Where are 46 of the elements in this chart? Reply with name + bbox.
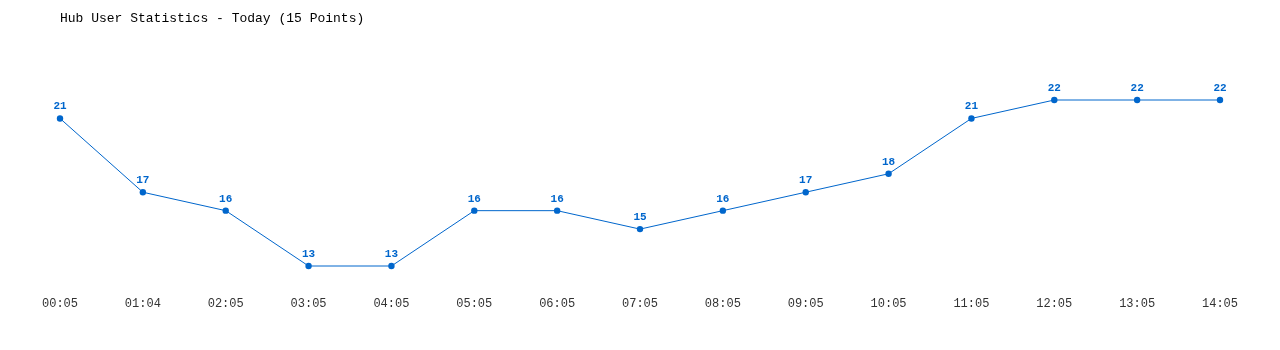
point (1133, 96, 1141, 104)
data-label: 16 (716, 192, 730, 205)
x-tick-label: 12:05 (1036, 297, 1073, 311)
point (56, 115, 64, 122)
data-label: 18 (881, 155, 896, 168)
x-tick-label: 04:05 (373, 297, 410, 311)
point (305, 262, 312, 270)
point (553, 207, 561, 214)
x-tick-label: 11:05 (953, 297, 990, 311)
point (471, 207, 478, 214)
point (388, 262, 395, 270)
data-label: 21 (53, 100, 67, 113)
point (1051, 96, 1058, 104)
data-label: 16 (550, 192, 564, 205)
point (222, 207, 229, 214)
data-label: 22 (1047, 82, 1061, 94)
x-tick-label: 05:05 (456, 297, 493, 311)
data-label: 17 (799, 174, 813, 187)
data-label: 22 (1213, 82, 1227, 94)
point (968, 115, 975, 122)
data-label: 13 (301, 248, 316, 260)
point (636, 225, 644, 233)
x-tick-label: 09:05 (787, 297, 824, 311)
x-tick-label: 10:05 (870, 297, 907, 311)
data-label: 16 (219, 192, 233, 205)
data-label: 16 (467, 192, 481, 205)
x-tick-label: 08:05 (704, 297, 741, 311)
point (1216, 96, 1224, 104)
x-tick-label: 14:05 (1201, 297, 1239, 311)
x-tick-label: 00:05 (41, 297, 79, 311)
point (802, 189, 809, 196)
x-tick-label: 07:05 (621, 297, 659, 311)
x-tick-label: 03:05 (290, 297, 327, 311)
data-label: 15 (633, 211, 647, 224)
data-label: 13 (384, 248, 399, 260)
point (885, 170, 892, 177)
x-tick-label: 01:04 (124, 297, 161, 311)
data-label: 22 (1130, 82, 1144, 94)
point (139, 189, 147, 196)
x-tick-label: 13:05 (1119, 297, 1156, 311)
point (719, 207, 727, 214)
data-label: 17 (136, 174, 150, 187)
x-tick-label: 02:05 (207, 297, 244, 311)
x-tick-label: 06:05 (539, 297, 576, 311)
data-label: 21 (964, 100, 979, 113)
chart-title: Hub User Statistics - Today (15 Points) (60, 11, 365, 26)
